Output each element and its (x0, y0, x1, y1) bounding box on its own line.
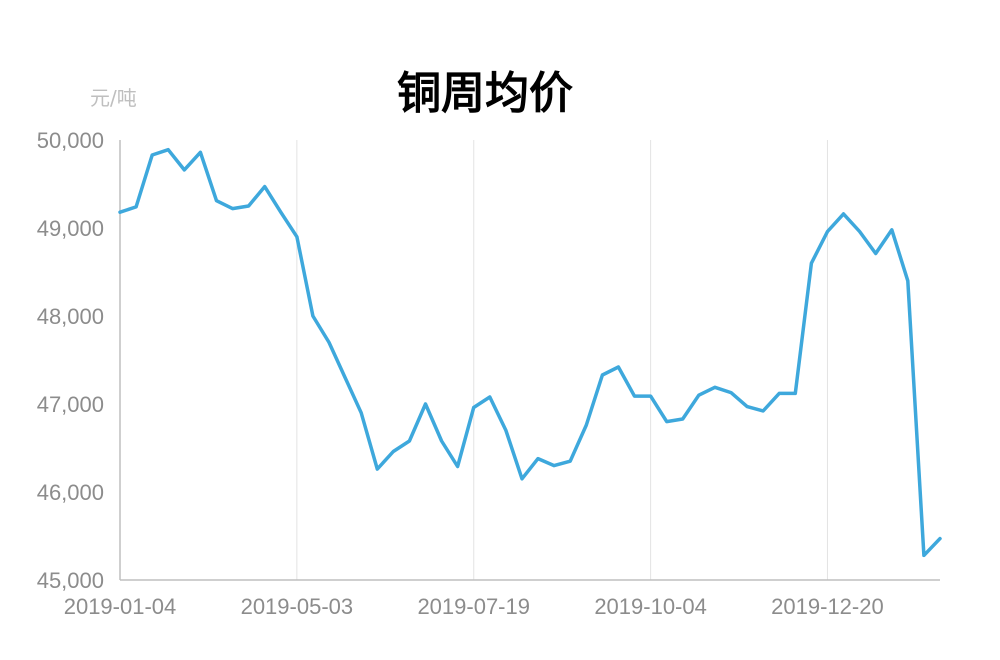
y-tick-label: 45,000 (37, 568, 104, 593)
data-point (407, 439, 411, 443)
data-point (263, 185, 267, 189)
data-point (423, 402, 427, 406)
data-point (842, 212, 846, 216)
data-point (166, 148, 170, 152)
x-tick-label: 2019-07-19 (417, 594, 530, 619)
data-point (536, 457, 540, 461)
data-point (134, 205, 138, 209)
data-point (488, 395, 492, 399)
data-point (665, 420, 669, 424)
data-point (391, 450, 395, 454)
y-tick-label: 47,000 (37, 392, 104, 417)
data-point (793, 391, 797, 395)
data-point (825, 230, 829, 234)
data-point (922, 553, 926, 557)
data-point (375, 467, 379, 471)
data-point (359, 411, 363, 415)
data-point (343, 376, 347, 380)
data-point (681, 417, 685, 421)
data-point (150, 153, 154, 157)
data-point (713, 385, 717, 389)
data-point (327, 340, 331, 344)
data-point (247, 204, 251, 208)
x-tick-labels: 2019-01-04 2019-05-03 2019-07-19 2019-10-04… (64, 594, 884, 619)
data-point (231, 207, 235, 211)
x-tick-label: 2019-10-04 (594, 594, 707, 619)
data-point (214, 199, 218, 203)
y-tick-labels: 45,000 46,000 47,000 48,000 49,000 50,000 (37, 128, 104, 593)
x-tick-label: 2019-05-03 (241, 594, 354, 619)
data-point (472, 406, 476, 410)
series-group (118, 147, 942, 558)
data-point (616, 365, 620, 369)
data-point (279, 210, 283, 214)
data-point (440, 439, 444, 443)
x-tick-label: 2019-12-20 (771, 594, 884, 619)
data-point (504, 428, 508, 432)
data-point (311, 314, 315, 318)
data-point (456, 464, 460, 468)
data-point (520, 477, 524, 481)
data-point (295, 235, 299, 239)
data-point (809, 261, 813, 265)
y-tick-label: 49,000 (37, 216, 104, 241)
data-point (890, 228, 894, 232)
data-point (568, 459, 572, 463)
data-point (777, 391, 781, 395)
data-point (552, 464, 556, 468)
y-axis-unit-label: 元/吨 (90, 86, 137, 110)
series-line (118, 147, 942, 558)
data-point (600, 373, 604, 377)
y-tick-label: 50,000 (37, 128, 104, 153)
data-point (118, 210, 122, 214)
data-point (874, 252, 878, 256)
data-point (649, 394, 653, 398)
data-point (906, 279, 910, 283)
y-tick-label: 48,000 (37, 304, 104, 329)
data-point (761, 409, 765, 413)
data-point (729, 391, 733, 395)
data-point (584, 423, 588, 427)
data-point (198, 150, 202, 154)
x-tick-label: 2019-01-04 (64, 594, 177, 619)
grid-lines (296, 140, 828, 580)
data-point (745, 405, 749, 409)
data-point (938, 537, 942, 541)
chart-title: 铜周均价 (397, 68, 573, 119)
data-point (182, 168, 186, 172)
data-point (633, 394, 637, 398)
data-point (858, 230, 862, 234)
y-tick-label: 46,000 (37, 480, 104, 505)
data-point (697, 393, 701, 397)
